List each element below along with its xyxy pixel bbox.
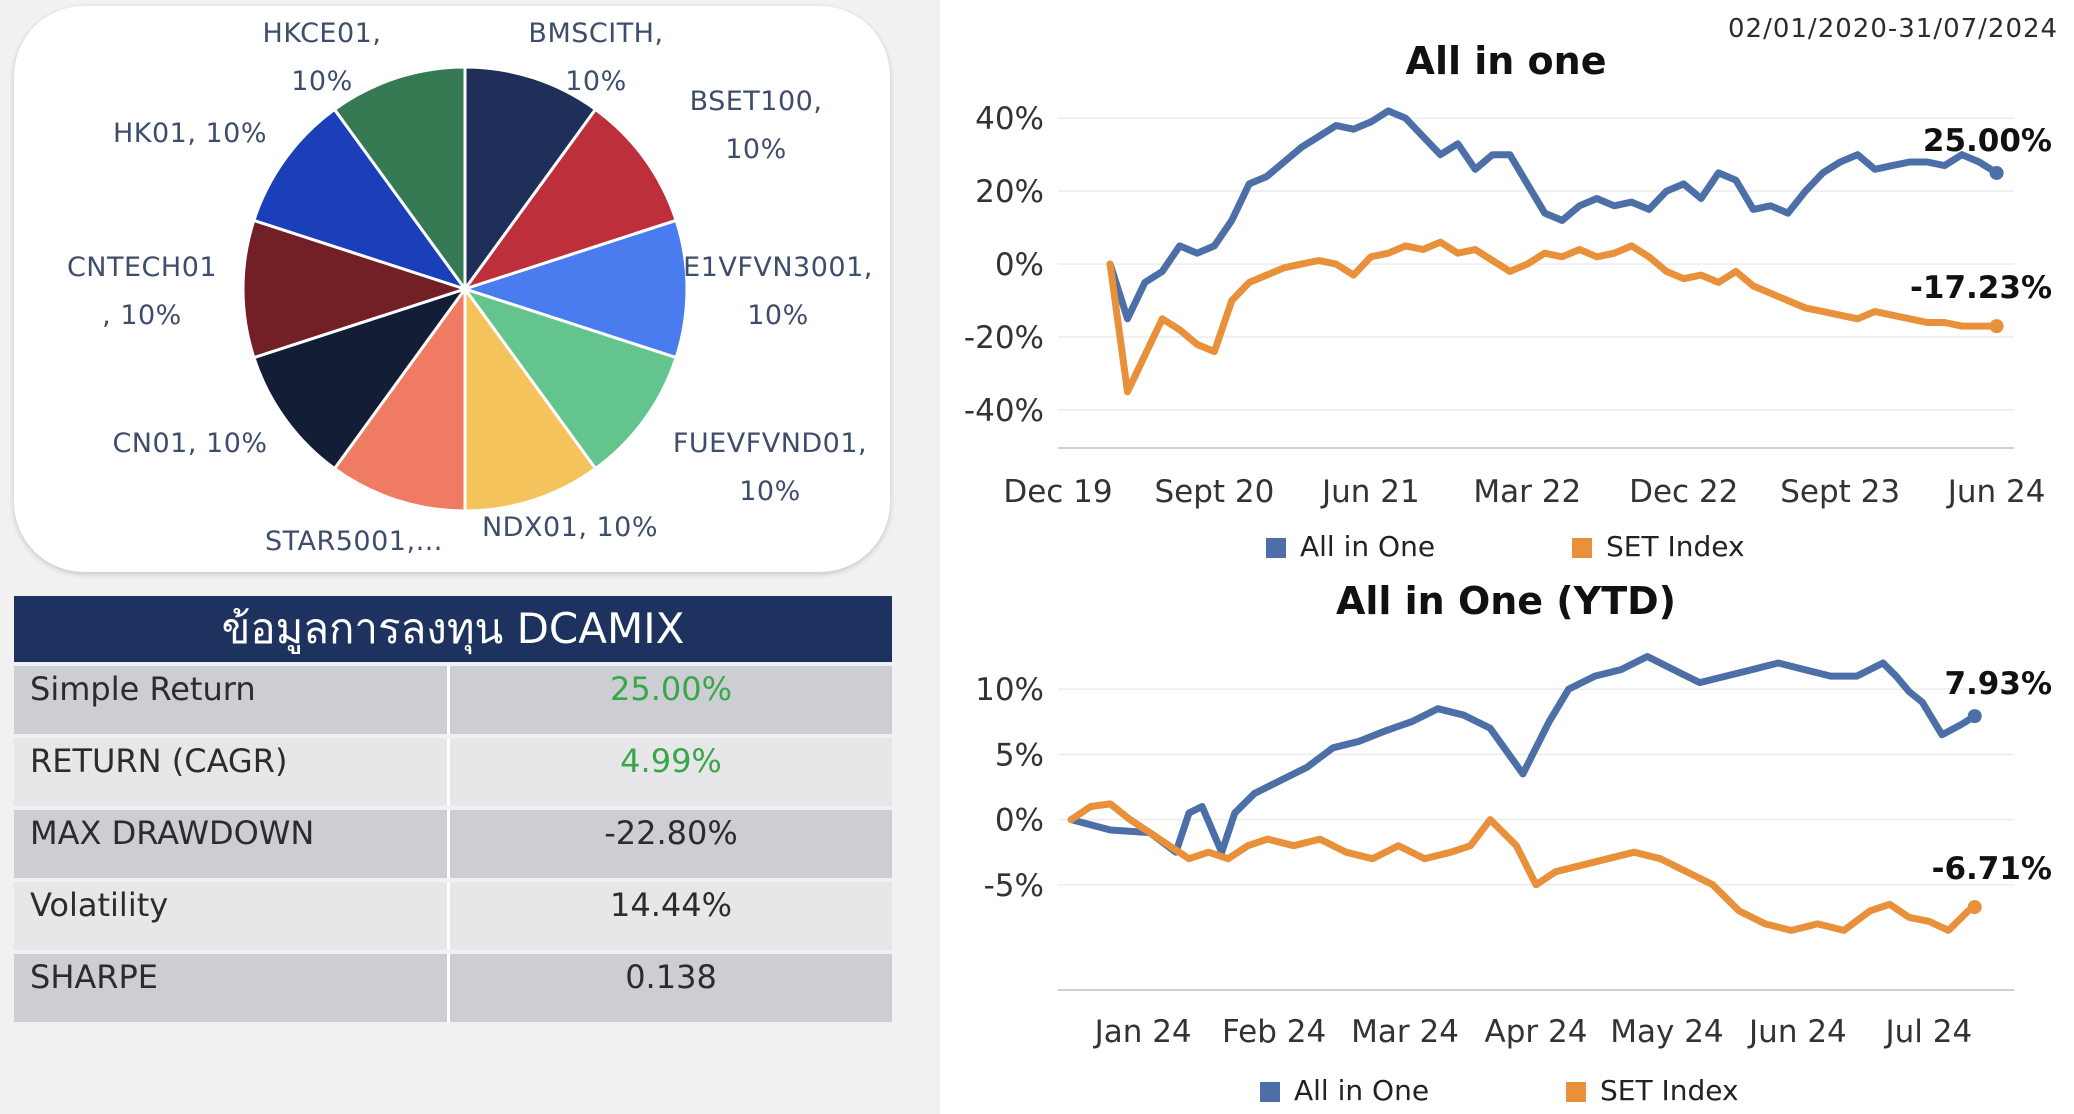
pie-label-pct-e1vfvn3001: 10% [747,300,809,331]
all-in-one-line-chart: All in one 40% 20% 0% -20% -40% Dec 19 Sept 20 J… [964,39,2052,563]
table-row-simple-return: Simple Return 25.00% [14,666,892,734]
pie-label-pct-bmscith: 10% [565,66,627,97]
pie-slice-cn01 [251,286,469,471]
x-tick-label: Dec 19 [1003,474,1112,510]
series-line-set-index [1067,800,1979,934]
row-label: RETURN (CAGR) [14,738,450,806]
row-label: MAX DRAWDOWN [14,810,450,878]
series-line-all-in-one [1067,653,1979,856]
x-tick-label: Jan 24 [1093,1014,1192,1050]
table-title: ข้อมูลการลงทุน DCAMIX [14,596,892,662]
table-row-sharpe: SHARPE 0.138 [14,954,892,1022]
y-tick-label: -40% [964,393,1044,429]
y-tick-label: 10% [975,672,1044,708]
row-value: 14.44% [609,886,732,924]
legend-swatch-all-in-one [1260,1082,1280,1102]
pie-slice-hkce01 [332,65,467,294]
x-tick-label: Sept 20 [1154,474,1274,510]
pie-label-cn01: CN01, 10% [112,428,267,459]
y-tick-label: -5% [984,868,1044,904]
series-line-set-index [1106,238,2001,396]
pie-label-fuevfvnd01: FUEVFVND01, [673,428,867,459]
row-label: Simple Return [14,666,450,734]
allocation-pie-card: BMSCITH, 10% BSET100, 10% E1VFVN3001, 10% FUEV… [14,6,890,572]
x-tick-label: Jul 24 [1884,1014,1973,1050]
x-tick-label: Mar 22 [1473,474,1581,510]
y-tick-label: 0% [995,247,1044,283]
pie-label-star5001: STAR5001,… [265,526,443,557]
pie-slice-cntech01 [241,218,470,360]
legend-swatch-set-index [1572,538,1592,558]
legend-label-set-index: SET Index [1606,530,1745,563]
x-tick-label: Jun 24 [1747,1014,1847,1050]
pie-slice-ndx01 [463,284,598,513]
pie-label-hkce01: HKCE01, [263,18,382,49]
pie-slice-e1vfvn3001 [460,218,689,360]
pie-label-bset100: BSET100, [690,86,823,117]
row-label: SHARPE [14,954,450,1022]
x-tick-label: Apr 24 [1485,1014,1588,1050]
legend-label-all-in-one: All in One [1294,1074,1429,1107]
date-range: 02/01/2020-31/07/2024 [1728,14,2059,44]
end-value-label-all-in-one: 25.00% [1923,123,2052,159]
pie-label-pct-hkce01: 10% [291,66,353,97]
x-tick-label: Jun 21 [1320,474,1420,510]
pie-label-e1vfvn3001: E1VFVN3001, [683,252,873,283]
chart-title: All in One (YTD) [1336,579,1676,623]
legend-label-set-index: SET Index [1600,1074,1739,1107]
pie-slice-hk01 [251,107,469,292]
y-tick-label: 5% [995,737,1044,773]
end-value-label-set-index: -6.71% [1932,851,2052,887]
y-tick-label: 0% [995,803,1044,839]
x-tick-label: Jun 24 [1946,474,2046,510]
table-row-max-drawdown: MAX DRAWDOWN -22.80% [14,810,892,878]
y-tick-label: 20% [975,174,1044,210]
all-in-one-ytd-line-chart: All in One (YTD) 10% 5% 0% -5% Jan 24 Feb 24 Ma… [975,579,2052,1107]
series-end-point-all-in-one [1967,709,1982,724]
legend-label-all-in-one: All in One [1300,530,1435,563]
x-tick-label: Sept 23 [1780,474,1900,510]
x-tick-label: Mar 24 [1351,1014,1459,1050]
pie-slice-bmscith [463,65,598,294]
row-label: Volatility [14,882,450,950]
row-value: 0.138 [625,958,717,996]
pie-label-hk01: HK01, 10% [113,118,267,149]
pie-slice-star5001 [332,284,467,513]
pie-label-pct-cntech01: , 10% [102,300,182,331]
series-end-point-all-in-one [1989,165,2004,180]
row-value: -22.80% [604,814,738,852]
x-tick-label: Feb 24 [1222,1014,1326,1050]
series-end-point-set-index [1989,319,2004,334]
table-row-cagr: RETURN (CAGR) 4.99% [14,738,892,806]
legend-swatch-all-in-one [1266,538,1286,558]
series-end-point-set-index [1967,900,1982,915]
row-value: 4.99% [620,742,722,780]
legend-swatch-set-index [1566,1082,1586,1102]
series-line-all-in-one [1106,107,2001,323]
pie-label-pct-bset100: 10% [725,134,787,165]
pie-slice-bset100 [461,107,679,292]
pie-label-ndx01: NDX01, 10% [482,512,658,543]
y-tick-label: -20% [964,320,1044,356]
x-tick-label: May 24 [1610,1014,1723,1050]
investment-info-table: ข้อมูลการลงทุน DCAMIX Simple Return 25.0… [14,596,892,1022]
x-tick-label: Dec 22 [1629,474,1738,510]
table-row-volatility: Volatility 14.44% [14,882,892,950]
chart-title: All in one [1406,39,1607,83]
end-value-label-all-in-one: 7.93% [1944,666,2052,702]
allocation-pie-chart: BMSCITH, 10% BSET100, 10% E1VFVN3001, 10% FUEV… [67,18,873,557]
pie-label-pct-fuevfvnd01: 10% [739,476,801,507]
row-value: 25.00% [609,670,732,708]
charts-panel [940,0,2074,1114]
pie-label-bmscith: BMSCITH, [528,18,663,49]
y-tick-label: 40% [975,101,1044,137]
pie-label-cntech01: CNTECH01 [67,252,217,283]
pie-slice-fuevfvnd01 [461,286,679,471]
end-value-label-set-index: -17.23% [1910,270,2052,306]
